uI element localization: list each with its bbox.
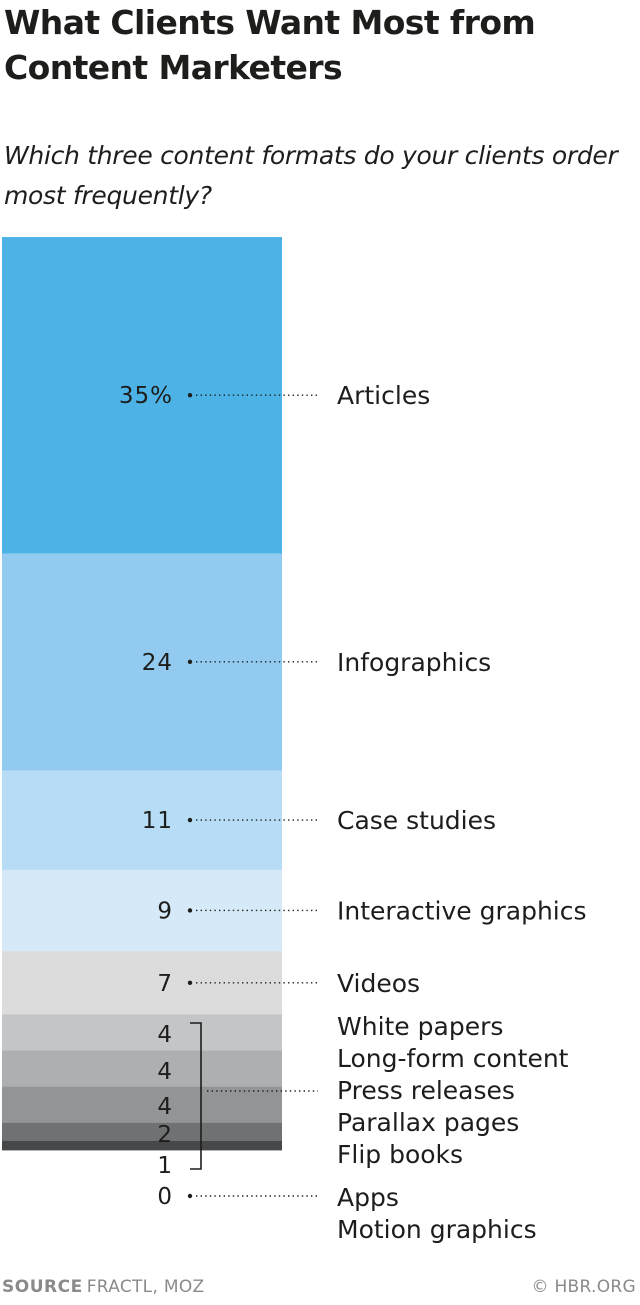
category-label-parallax-pages: Parallax pages (337, 1108, 519, 1137)
chart-subtitle: Which three content formats do your clie… (4, 141, 618, 210)
category-label-interactive-graphics: Interactive graphics (337, 896, 587, 925)
bar-segment-flip-books (2, 1140, 282, 1151)
leader-dot-case-studies (187, 817, 193, 823)
value-label-case-studies: 11 (142, 808, 173, 834)
bar-segment-case-studies (2, 770, 282, 871)
leader-dot-videos (187, 980, 193, 985)
category-label-case-studies: Case studies (337, 806, 496, 835)
leader-dot-zero (187, 1193, 193, 1199)
value-label-press-releases: 4 (157, 1094, 173, 1120)
bar-segment-long-form-content (2, 1050, 282, 1088)
value-label-flip-books: 1 (157, 1153, 173, 1179)
leader-dot-interactive-graphics (187, 908, 193, 913)
bar-segment-articles (2, 237, 282, 554)
category-label-infographics: Infographics (337, 648, 491, 677)
category-label-long-form-content: Long-form content (337, 1044, 569, 1073)
bar-segment-interactive-graphics (2, 869, 282, 952)
category-label-articles: Articles (337, 381, 430, 410)
value-label-white-papers: 4 (157, 1022, 173, 1048)
leader-dot-infographics (187, 659, 193, 665)
value-label-parallax-pages: 2 (157, 1122, 173, 1148)
bar-segment-infographics (2, 553, 282, 771)
value-label-zero: 0 (157, 1184, 173, 1210)
leader-dot-articles (187, 392, 193, 398)
source-text: FRACTL, MOZ (86, 1277, 205, 1297)
chart-footer: SOURCE FRACTL, MOZ © HBR.ORG (2, 1277, 636, 1301)
bar-segment-videos (2, 951, 282, 1015)
category-label-press-releases: Press releases (337, 1076, 515, 1105)
value-label-interactive-graphics: 9 (157, 898, 173, 924)
group-bracket (190, 1022, 202, 1170)
value-label-long-form-content: 4 (157, 1059, 173, 1085)
category-label-flip-books: Flip books (337, 1140, 463, 1169)
credit-text: © HBR.ORG (531, 1277, 636, 1297)
bar-segment-white-papers (2, 1014, 282, 1051)
source-label: SOURCE (2, 1277, 83, 1297)
value-label-infographics: 24 (142, 650, 173, 676)
bar-segment-parallax-pages (2, 1122, 282, 1142)
value-label-articles: 35% (119, 383, 173, 409)
category-label-apps: Apps (337, 1183, 399, 1212)
bar-segment-press-releases (2, 1086, 282, 1124)
category-label-white-papers: White papers (337, 1012, 503, 1041)
category-label-videos: Videos (337, 969, 420, 998)
chart-title: What Clients Want Most from Content Mark… (4, 3, 536, 87)
value-label-videos: 7 (157, 971, 173, 997)
category-label-motion-graphics: Motion graphics (337, 1215, 537, 1244)
